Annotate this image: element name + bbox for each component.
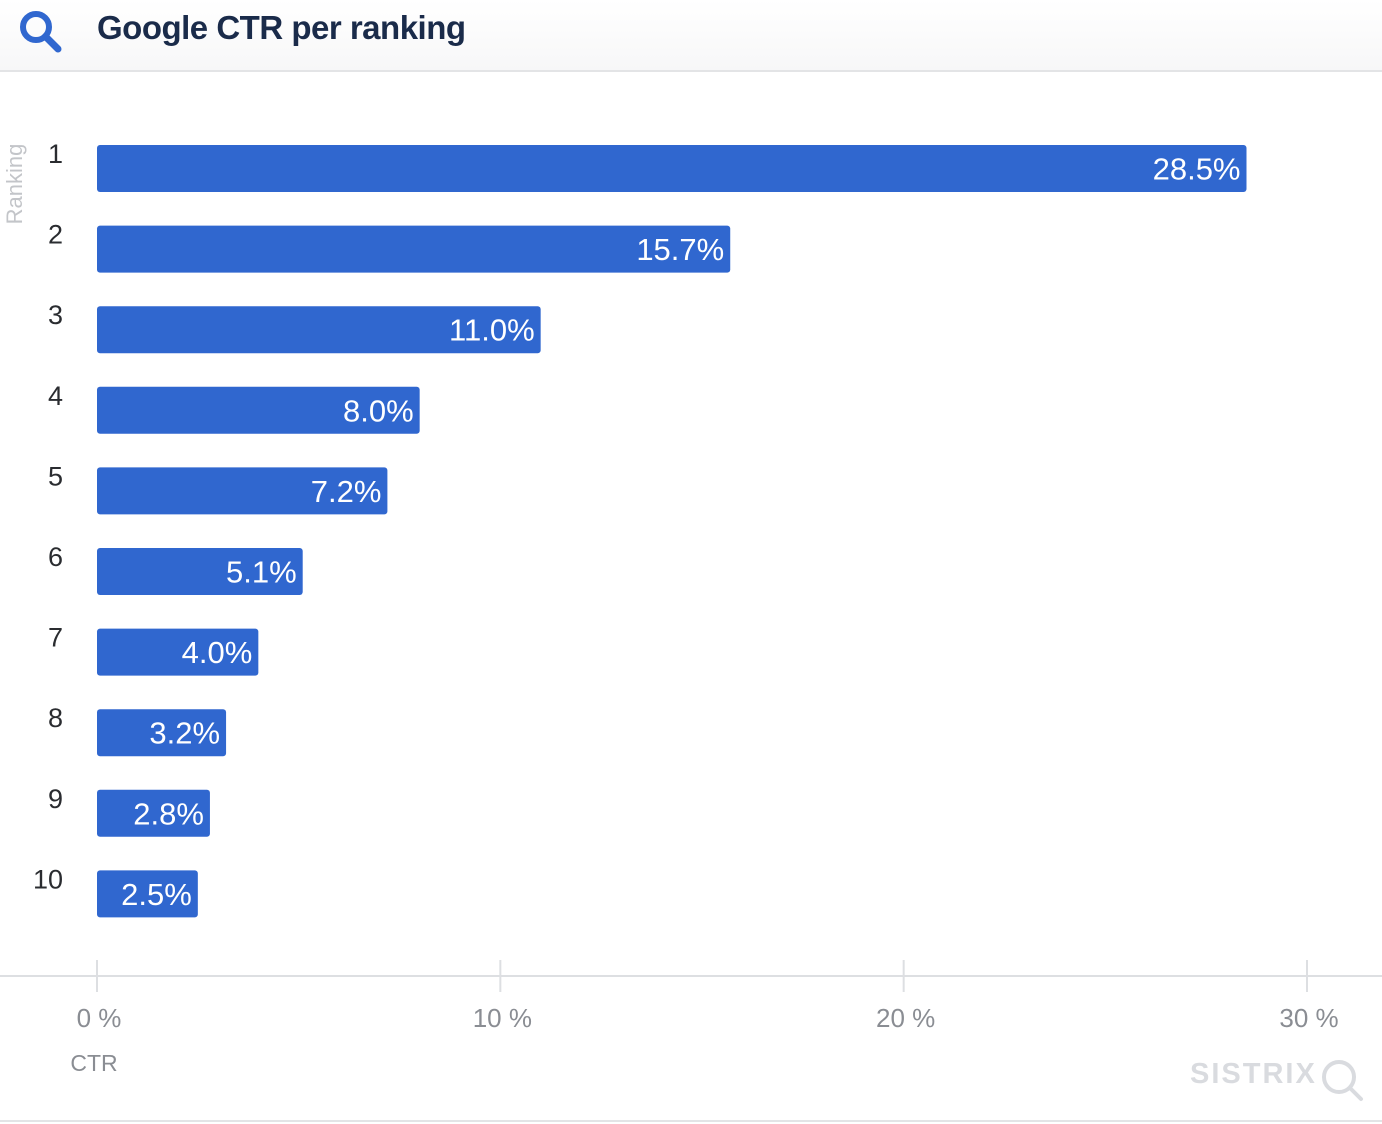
y-tick-label: 10 xyxy=(33,864,63,894)
x-tick-label: 10 % xyxy=(473,1003,532,1033)
x-tick-label: 0 % xyxy=(77,1003,122,1033)
chart-header: Google CTR per ranking xyxy=(0,0,1382,72)
chart-title: Google CTR per ranking xyxy=(97,9,466,46)
bar xyxy=(97,306,541,354)
bar xyxy=(97,789,210,837)
data-label: 8.0% xyxy=(343,393,414,428)
data-label: 2.5% xyxy=(121,877,192,912)
magnifier-icon xyxy=(1322,1060,1363,1101)
data-label: 4.0% xyxy=(182,635,253,670)
bar xyxy=(97,225,731,273)
y-tick-label: 3 xyxy=(48,300,63,330)
bar xyxy=(97,548,303,595)
y-axis-title: Ranking xyxy=(2,144,27,225)
bar xyxy=(97,709,227,757)
x-tick-label: 30 % xyxy=(1279,1003,1338,1033)
bar xyxy=(97,870,198,918)
data-label: 7.2% xyxy=(311,474,382,509)
data-label: 2.8% xyxy=(133,796,204,831)
bar xyxy=(97,628,259,676)
footer-divider xyxy=(0,1120,1382,1122)
y-tick-label: 2 xyxy=(48,220,63,250)
x-axis-title: CTR xyxy=(70,1050,117,1076)
data-label: 28.5% xyxy=(1153,152,1241,187)
data-label: 3.2% xyxy=(149,716,220,751)
y-tick-label: 7 xyxy=(48,623,63,653)
bar xyxy=(97,386,420,434)
brand-name: SISTRIX xyxy=(1190,1058,1317,1090)
data-label: 15.7% xyxy=(636,232,724,267)
y-tick-label: 8 xyxy=(48,703,63,733)
y-tick-label: 4 xyxy=(48,381,63,411)
y-tick-label: 9 xyxy=(48,784,63,814)
x-tick-label: 20 % xyxy=(876,1003,935,1033)
data-label: 11.0% xyxy=(449,313,535,348)
bar xyxy=(97,467,388,515)
y-tick-label: 6 xyxy=(48,542,63,572)
y-tick-label: 5 xyxy=(48,461,63,491)
sistrix-logo: SISTRIX xyxy=(1190,1058,1370,1102)
y-tick-label: 1 xyxy=(48,139,63,169)
ctr-bar-chart: 0 % 10 % 20 % 30 % CTR Ranking 1 28.5% 2 15.7% 3 11… xyxy=(0,139,1382,1076)
bar xyxy=(97,145,1247,192)
data-label: 5.1% xyxy=(226,555,297,590)
search-icon xyxy=(20,11,62,53)
